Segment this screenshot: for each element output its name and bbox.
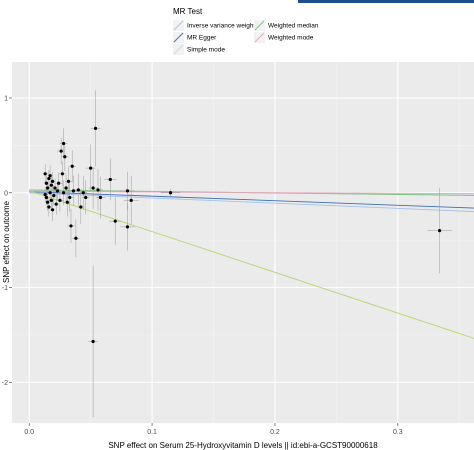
snp-point [96,188,100,192]
legend-key-line [173,44,184,55]
y-axis-title: SNP effect on outcome [2,200,11,283]
regression-lines [29,189,474,339]
legend-key-line [173,20,184,31]
grid [12,62,474,423]
snp-point [93,126,98,130]
snp-point [50,208,55,212]
legend-label: Weighted median [268,23,319,30]
y-tick-label: 1 [4,96,8,103]
snp-point [48,174,52,178]
snp-point [49,183,53,187]
y-axis-ticks: 1 0 -1 -2 [2,96,12,387]
x-axis-title: SNP effect on Serum 25-Hydroxyvitamin D … [108,441,378,450]
snp-point [43,193,47,197]
x-tick-label: 0.0 [24,429,34,436]
legend-label: Inverse variance weighted [187,23,263,30]
data-points [43,126,442,344]
snp-point [65,200,69,204]
top-banner [298,0,474,3]
plot-panel [12,62,474,423]
snp-point [62,191,66,195]
snp-point [125,225,130,229]
snp-point [55,189,60,193]
legend: MR Test Inverse variance weighted MR Egge… [173,7,319,55]
snp-point [70,164,74,168]
legend-key-line [173,32,184,43]
snp-point [74,236,78,240]
snp-point [71,189,76,193]
y-tick-label: -1 [2,285,8,292]
snp-point [44,195,49,200]
regression-line [29,190,474,195]
regression-line [29,191,474,209]
x-axis-ticks: 0.0 0.1 0.2 0.3 [24,423,403,436]
snp-point [125,189,130,193]
snp-point [69,224,73,228]
snp-point [108,177,112,182]
snp-point [98,195,103,200]
snp-point [64,186,68,190]
snp-point [50,179,55,183]
snp-point [437,229,442,233]
snp-point [79,205,83,209]
snp-point [129,198,133,202]
snp-point [49,198,53,202]
legend-label: Weighted mode [268,35,314,42]
snp-point [52,193,56,198]
regression-line [29,190,474,339]
snp-point [53,186,57,190]
snp-point [60,172,64,176]
snp-point [43,172,47,176]
legend-label: MR Egger [187,35,217,42]
snp-point [76,188,80,192]
snp-point [68,195,72,200]
y-tick-label: 0 [4,190,8,197]
legend-key-line [254,32,265,43]
snp-point [62,141,66,146]
snp-point [59,149,63,153]
snp-point [48,191,52,195]
snp-point [47,176,51,181]
x-tick-label: 0.2 [270,429,280,436]
snp-point [91,186,95,190]
snp-point [89,166,93,170]
snp-point [54,202,58,206]
snp-point [63,155,67,159]
snp-point [91,339,95,344]
legend-key-line [254,20,265,31]
legend-label: Simple mode [187,47,225,54]
regression-line [29,192,474,213]
snp-point [66,179,71,183]
snp-point [113,219,117,223]
snp-point [57,181,61,185]
y-tick-label: -2 [2,380,8,387]
legend-title: MR Test [173,7,203,16]
snp-point [46,200,50,204]
snp-point [47,205,51,209]
snp-point [81,191,85,195]
snp-point [168,191,173,195]
x-tick-label: 0.1 [147,429,157,436]
snp-point [46,186,50,190]
x-tick-label: 0.3 [393,429,403,436]
snp-point [44,181,49,185]
snp-point [84,195,88,200]
snp-point [58,198,62,202]
